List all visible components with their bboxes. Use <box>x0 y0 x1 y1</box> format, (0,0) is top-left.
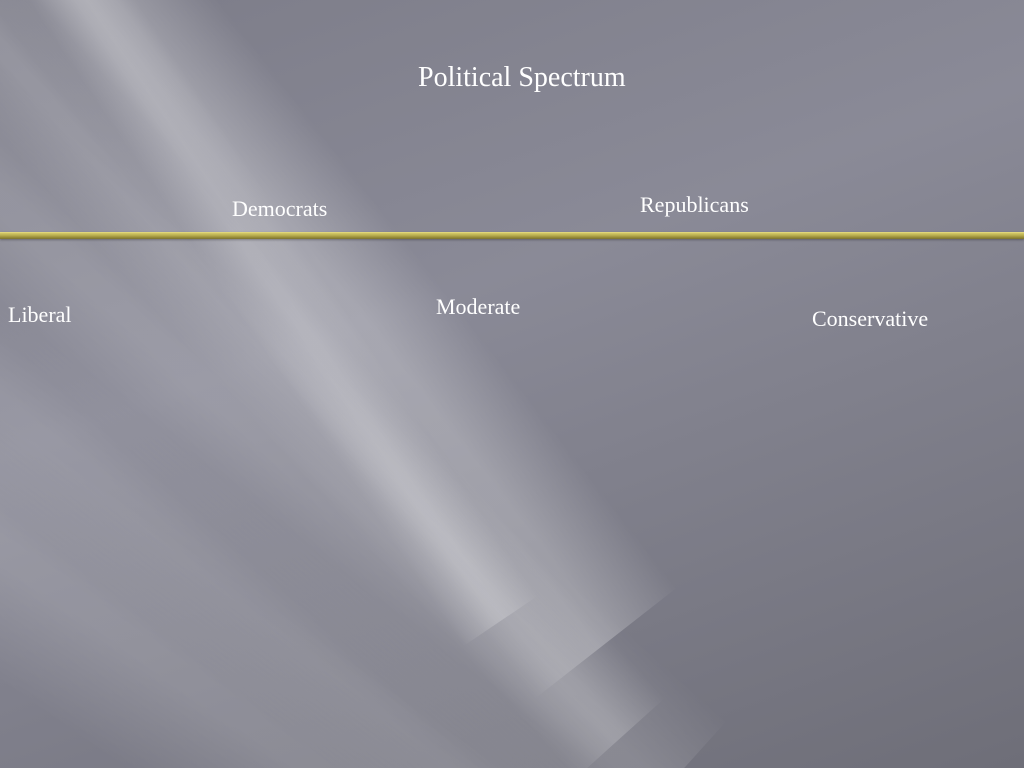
light-ray <box>0 0 538 646</box>
slide-title: Political Spectrum <box>418 62 626 94</box>
position-label-conservative: Conservative <box>812 306 928 332</box>
light-ray <box>0 0 665 768</box>
light-ray <box>0 224 687 768</box>
position-label-moderate: Moderate <box>436 294 520 320</box>
party-label-republicans: Republicans <box>640 192 749 218</box>
light-ray <box>0 51 727 768</box>
light-rays-layer <box>0 0 1024 768</box>
light-ray <box>0 0 677 699</box>
spectrum-axis-line <box>0 232 1024 239</box>
position-label-liberal: Liberal <box>8 302 72 328</box>
light-ray <box>0 320 685 768</box>
party-label-democrats: Democrats <box>232 196 327 222</box>
